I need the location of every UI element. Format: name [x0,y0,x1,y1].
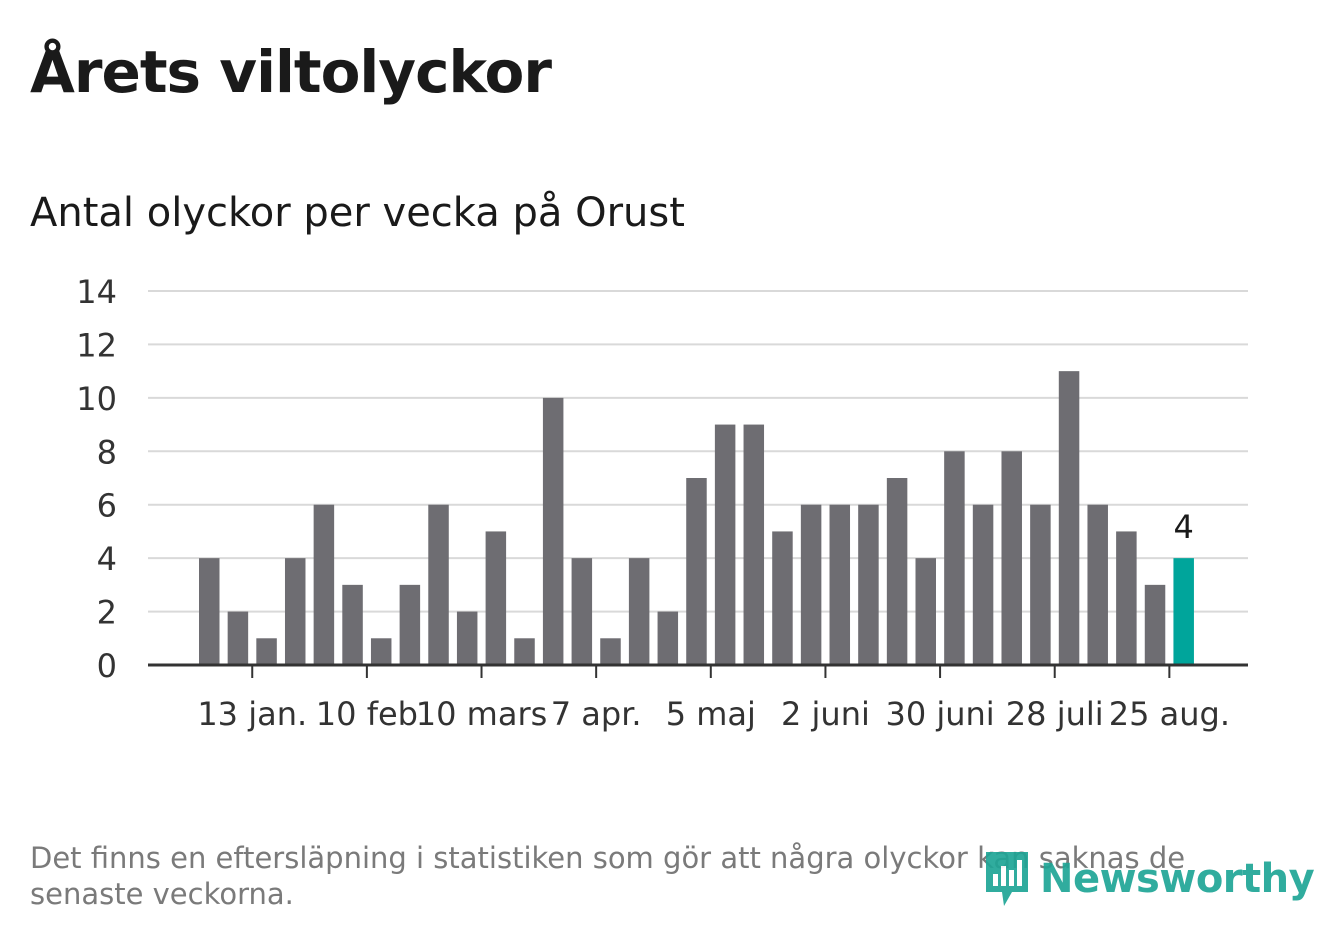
bar [829,504,851,665]
brand-name: Newsworthy [1040,856,1315,902]
bar [800,504,822,665]
newsworthy-logo-icon [986,852,1028,906]
bar [944,451,965,665]
bar [628,558,650,665]
y-axis-ticks: 0 2 4 6 8 10 12 14 [76,273,117,685]
x-tick-label: 30 juni [885,695,994,733]
bar [1144,584,1166,665]
bars [199,371,1194,665]
x-tick-label: 28 juli [1006,695,1104,733]
bar [399,584,421,665]
bar [714,424,736,665]
bar [743,424,765,665]
bar [858,504,879,665]
bar [313,504,335,665]
bar [1058,371,1080,665]
y-tick-label: 10 [76,380,117,418]
bar [915,558,936,665]
bar [284,558,306,665]
bar [571,558,593,665]
bar [370,638,392,665]
bar [657,611,679,665]
y-tick-label: 4 [97,540,117,578]
y-tick-label: 12 [76,326,117,364]
y-tick-label: 14 [76,273,117,311]
bar [514,638,535,665]
y-tick-label: 6 [97,487,117,525]
bar [972,504,994,665]
x-tick-label: 7 apr. [551,695,642,733]
x-tick-label: 25 aug. [1109,695,1230,733]
bar [1087,504,1108,665]
bar [227,611,249,665]
bar [1116,531,1137,665]
bar [456,611,478,665]
x-tick-label: 10 feb [316,695,418,733]
bar [886,478,908,665]
bar [342,584,363,665]
y-tick-label: 0 [97,647,117,685]
highlight-bar [1173,558,1194,665]
bar [772,531,793,665]
annotations: 4 [1174,508,1194,546]
bar [485,531,507,665]
bar [256,638,277,665]
x-tick-label: 13 jan. [197,695,307,733]
bar [542,397,564,665]
bar [1030,504,1051,665]
y-tick-label: 2 [97,594,117,632]
bar [428,504,449,665]
x-tick-label: 2 juni [781,695,870,733]
chart-title: Årets viltolyckor [30,38,552,106]
chart-subtitle: Antal olyckor per vecka på Orust [30,190,685,236]
brand-logo: Newsworthy [982,848,1315,910]
x-tick-label: 10 mars [416,695,548,733]
bar [600,638,621,665]
bar [1001,451,1022,665]
bar [199,558,220,665]
bar [686,478,707,665]
y-tick-label: 8 [97,433,117,471]
highlight-value-label: 4 [1174,508,1194,546]
x-tick-label: 5 maj [666,695,756,733]
